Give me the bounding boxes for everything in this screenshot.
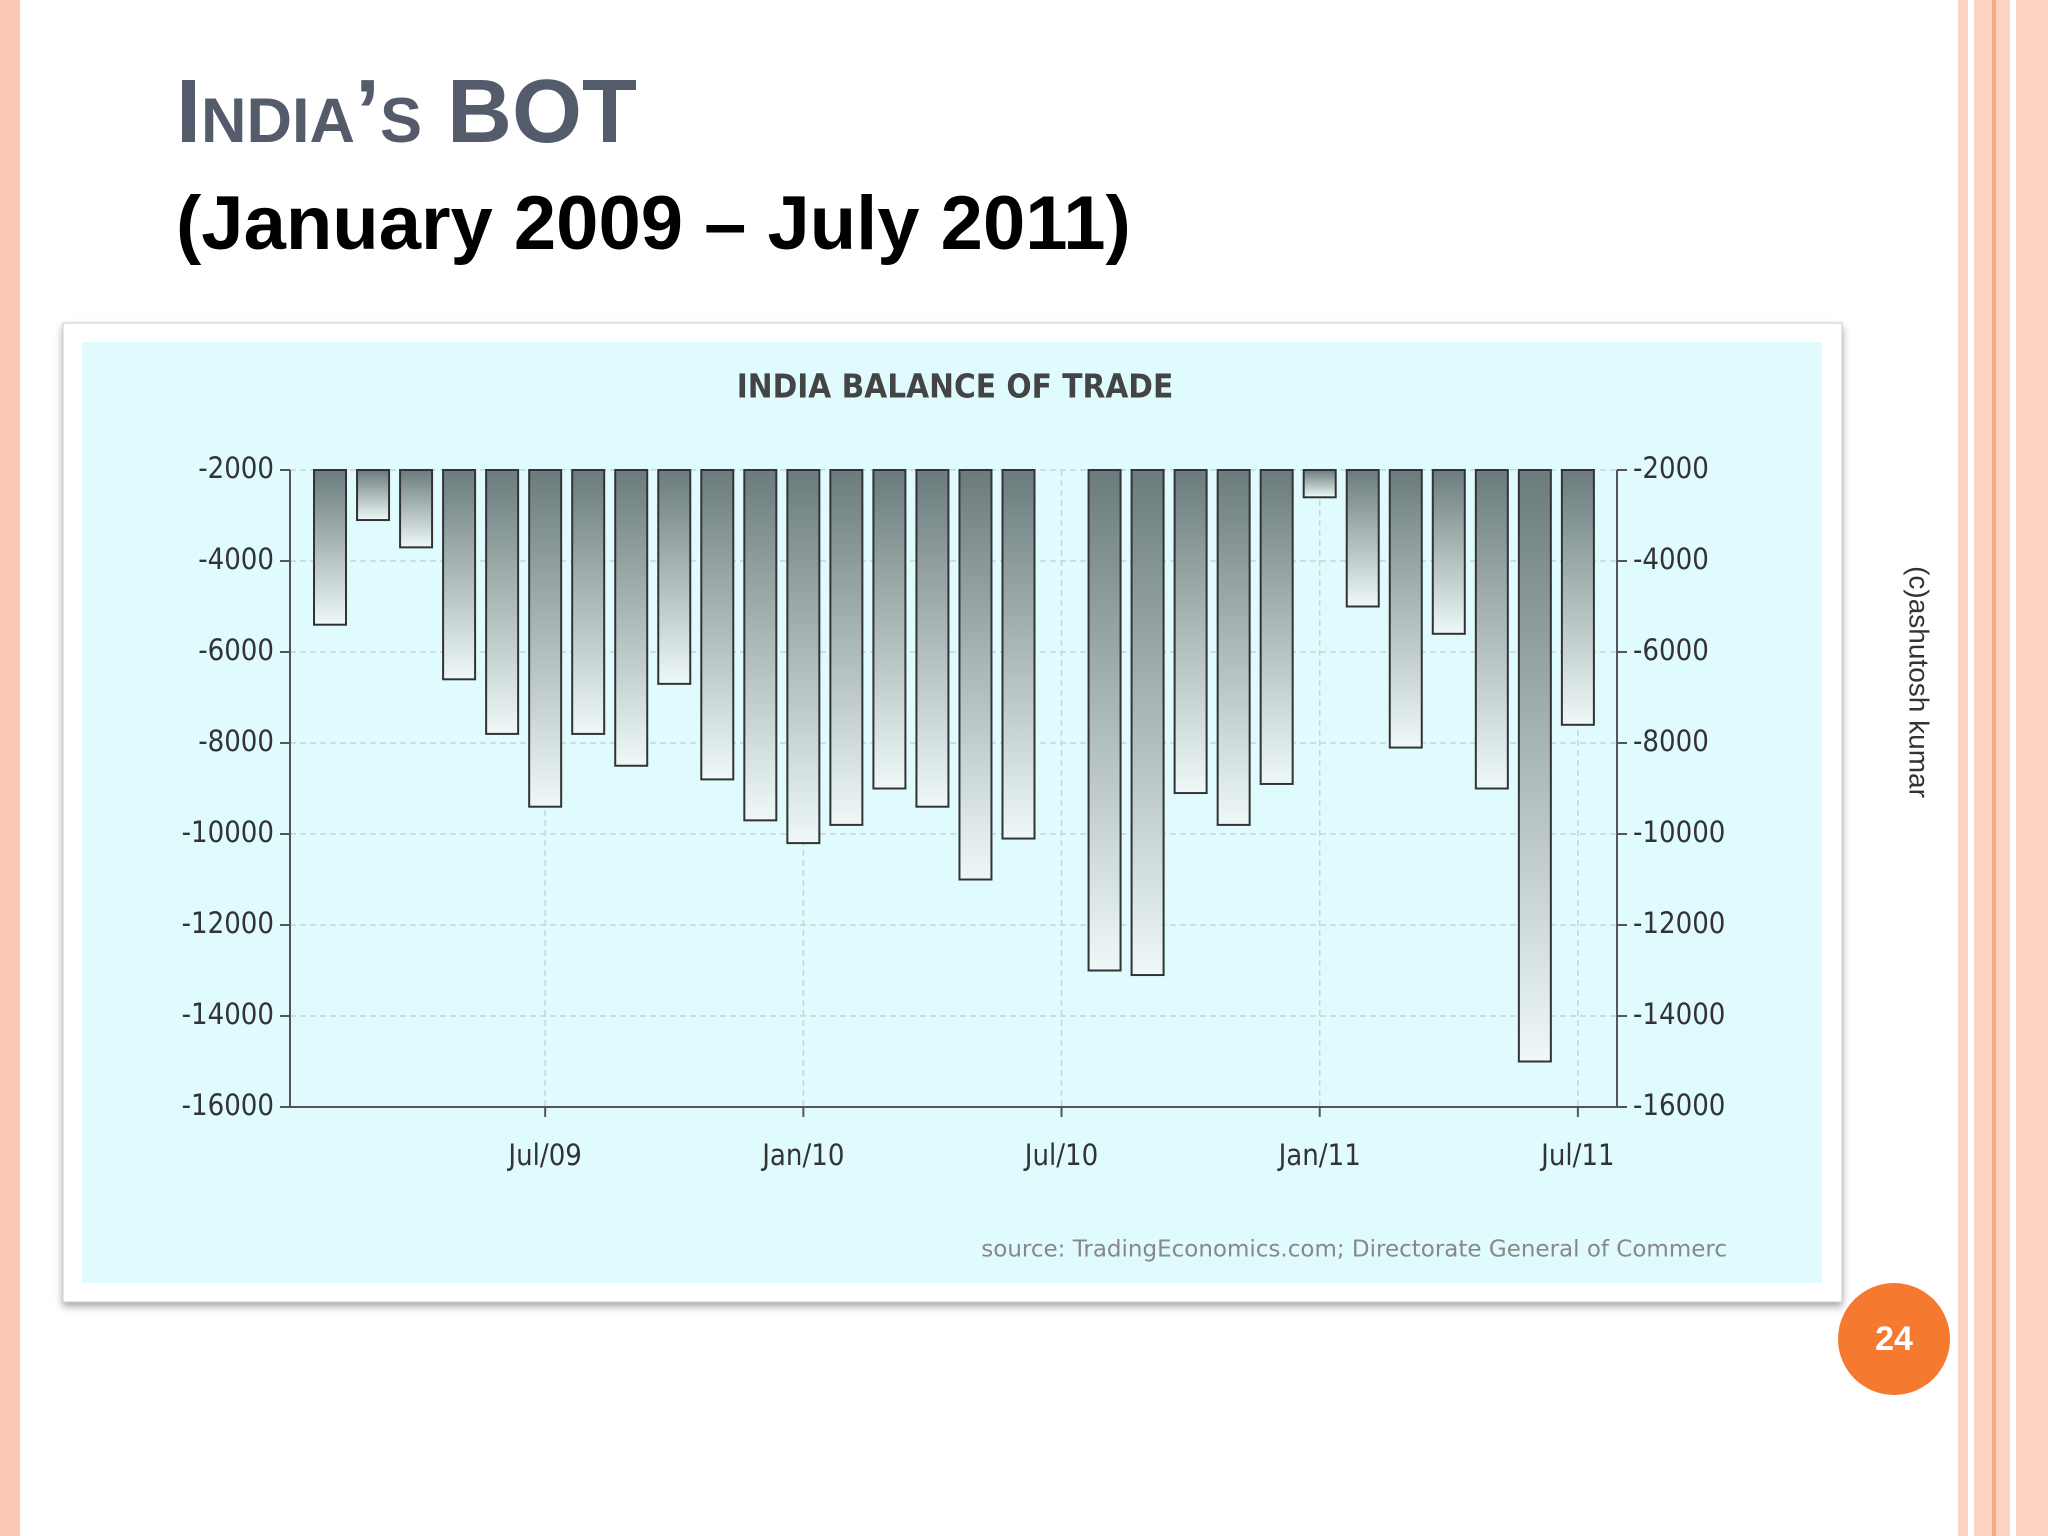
chart-source: source: TradingEconomics.com; Directorat… (981, 1237, 1727, 1263)
bar (1388, 469, 1423, 749)
bar (1474, 469, 1509, 790)
bar (1345, 469, 1380, 608)
slide-title: India’s BOT (176, 62, 637, 162)
y2-tick-label: -10000 (1633, 815, 1725, 849)
y-tick-label: -10000 (182, 815, 274, 849)
right-strip-line (1992, 0, 1996, 1536)
bar (915, 469, 950, 808)
bar (700, 469, 735, 781)
page-badge (1838, 1283, 1950, 1395)
y2-tick-label: -14000 (1633, 997, 1725, 1031)
bar (528, 469, 563, 808)
y-tick-label: -6000 (198, 633, 274, 667)
bar (1431, 469, 1466, 635)
x-tick-label: Jan/11 (1277, 1138, 1361, 1172)
bar (1259, 469, 1294, 785)
slide-subtitle: (January 2009 – July 2011) (176, 181, 1131, 266)
bar (786, 469, 821, 845)
bar (399, 469, 434, 549)
watermark: (c)ashutosh kumar (1904, 566, 1935, 798)
bar (1517, 469, 1552, 1063)
plot: -2000 -4000 -6000 -8000 -10000 -12000 -14000 -1… (182, 451, 1726, 1172)
y-tick-label: -4000 (198, 542, 274, 576)
y2-tick-label: -12000 (1633, 906, 1725, 940)
bar (1302, 469, 1337, 499)
bar (1087, 469, 1122, 972)
bar (872, 469, 907, 790)
y2-tick-label: -2000 (1633, 451, 1709, 485)
left-strip (0, 0, 20, 1536)
y2-tick-label: -16000 (1633, 1088, 1725, 1122)
bar (743, 469, 778, 822)
bar (356, 469, 391, 522)
bar (1173, 469, 1208, 795)
bar (829, 469, 864, 826)
y2-tick-label: -4000 (1633, 542, 1709, 576)
bar (571, 469, 606, 735)
bar (313, 469, 348, 626)
bar (1560, 469, 1595, 726)
y-tick-label: -2000 (198, 451, 274, 485)
bar (485, 469, 520, 735)
x-tick-label: Jan/10 (760, 1138, 844, 1172)
y-tick-label: -16000 (182, 1088, 274, 1122)
y2-tick-label: -8000 (1633, 724, 1709, 758)
y-tick-label: -12000 (182, 906, 274, 940)
x-tick-label: Jul/10 (1023, 1138, 1098, 1172)
bar (958, 469, 993, 881)
y-tick-label: -8000 (198, 724, 274, 758)
bar (442, 469, 477, 681)
chart-title: INDIA BALANCE OF TRADE (737, 367, 1174, 406)
bar (1216, 469, 1251, 826)
y-tick-label: -14000 (182, 997, 274, 1031)
right-strip-line (1968, 0, 1974, 1536)
page-number: 24 (1875, 1320, 1913, 1358)
right-strip-line (2010, 0, 2016, 1536)
bar (1001, 469, 1036, 840)
x-tick-label: Jul/09 (506, 1138, 581, 1172)
bar (1130, 469, 1165, 977)
bar (614, 469, 649, 767)
x-tick-label: Jul/11 (1539, 1138, 1614, 1172)
y2-tick-label: -6000 (1633, 633, 1709, 667)
bar (657, 469, 692, 685)
